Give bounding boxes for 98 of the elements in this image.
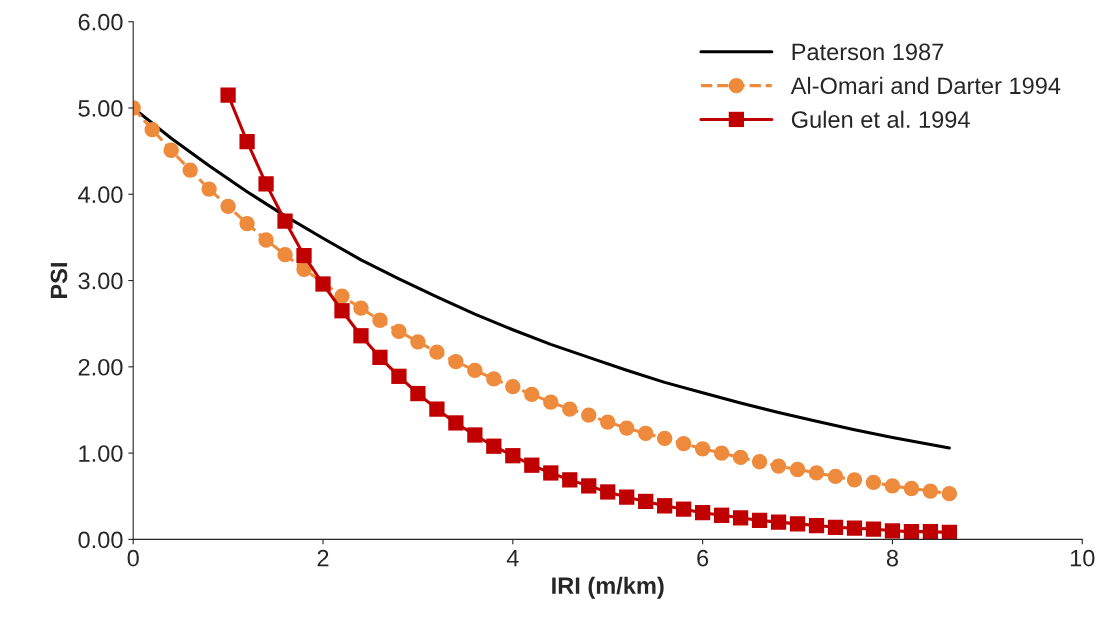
point (846, 520, 863, 536)
point (505, 448, 521, 464)
point (770, 458, 787, 474)
y-tick-label: 3.00 (78, 272, 123, 290)
point (144, 121, 160, 138)
point (732, 449, 749, 466)
point (865, 521, 882, 537)
point (448, 354, 464, 370)
point (581, 478, 597, 494)
point (391, 323, 407, 340)
point (410, 334, 426, 350)
point (201, 181, 217, 197)
point (277, 213, 293, 229)
point (220, 87, 236, 103)
point (372, 312, 388, 328)
point (789, 516, 806, 532)
y-tick-label: 5.00 (78, 100, 123, 117)
point (751, 454, 768, 470)
point (941, 524, 958, 540)
point (676, 435, 692, 452)
point (277, 247, 293, 263)
point (524, 457, 540, 473)
point (239, 215, 255, 232)
x-tick-label: 6 (697, 549, 709, 567)
x-tick-label: 0 (127, 549, 139, 567)
point (884, 523, 901, 539)
point (789, 461, 806, 478)
point (410, 385, 426, 402)
point (657, 498, 673, 514)
point (543, 394, 559, 410)
point (467, 427, 483, 443)
point (751, 512, 768, 529)
point (429, 344, 445, 360)
point (808, 465, 825, 481)
point (827, 468, 844, 485)
point (827, 519, 844, 535)
legend-label: Gulen et al. 1994 (791, 110, 970, 128)
point (334, 303, 350, 319)
point (694, 441, 711, 457)
point (922, 483, 939, 499)
point (505, 379, 521, 395)
x-axis-title: IRI (m/km) (552, 576, 664, 599)
point (713, 507, 730, 523)
point (334, 288, 350, 304)
point (391, 368, 407, 384)
y-axis-title: PSI (50, 263, 68, 298)
point (713, 445, 730, 461)
point (239, 133, 255, 150)
point (220, 198, 236, 214)
point (941, 486, 958, 502)
point (846, 472, 863, 488)
point (600, 414, 616, 430)
point (448, 415, 464, 431)
point (543, 465, 559, 481)
y-tick-label: 1.00 (79, 445, 123, 462)
point (865, 474, 882, 491)
x-tick-label: 4 (506, 549, 519, 567)
point (524, 386, 540, 403)
point (808, 517, 825, 534)
x-tick-label: 8 (886, 549, 898, 567)
point (258, 232, 274, 248)
point (676, 501, 692, 517)
point (619, 420, 635, 436)
point (884, 478, 901, 494)
point (922, 524, 939, 540)
point (770, 514, 787, 530)
point (467, 362, 483, 378)
y-tick-label: 6.00 (78, 13, 123, 31)
point (694, 505, 711, 521)
point (372, 349, 388, 365)
point (258, 176, 274, 192)
point (429, 401, 445, 417)
point (657, 430, 673, 447)
point (562, 472, 578, 488)
point (638, 493, 654, 510)
y-tick-label: 4.00 (78, 186, 123, 204)
x-tick-label: 10 (1070, 549, 1095, 567)
legend-label: Al-Omari and Darter 1994 (790, 76, 1061, 95)
y-tick-label: 0.00 (78, 531, 123, 549)
point (562, 401, 578, 417)
point (903, 524, 920, 540)
point (353, 300, 369, 316)
point (182, 162, 198, 178)
point (486, 371, 502, 387)
point (163, 142, 179, 158)
y-tick-label: 2.00 (78, 358, 123, 376)
x-tick-label: 2 (317, 549, 329, 567)
point (732, 510, 749, 526)
point (638, 425, 654, 441)
point (581, 407, 597, 423)
point (903, 480, 920, 497)
point (296, 247, 312, 264)
point (353, 328, 369, 344)
point (619, 489, 635, 505)
legend-label: Paterson 1987 (792, 43, 944, 61)
point (600, 484, 616, 500)
point (486, 438, 502, 454)
point (315, 276, 331, 292)
